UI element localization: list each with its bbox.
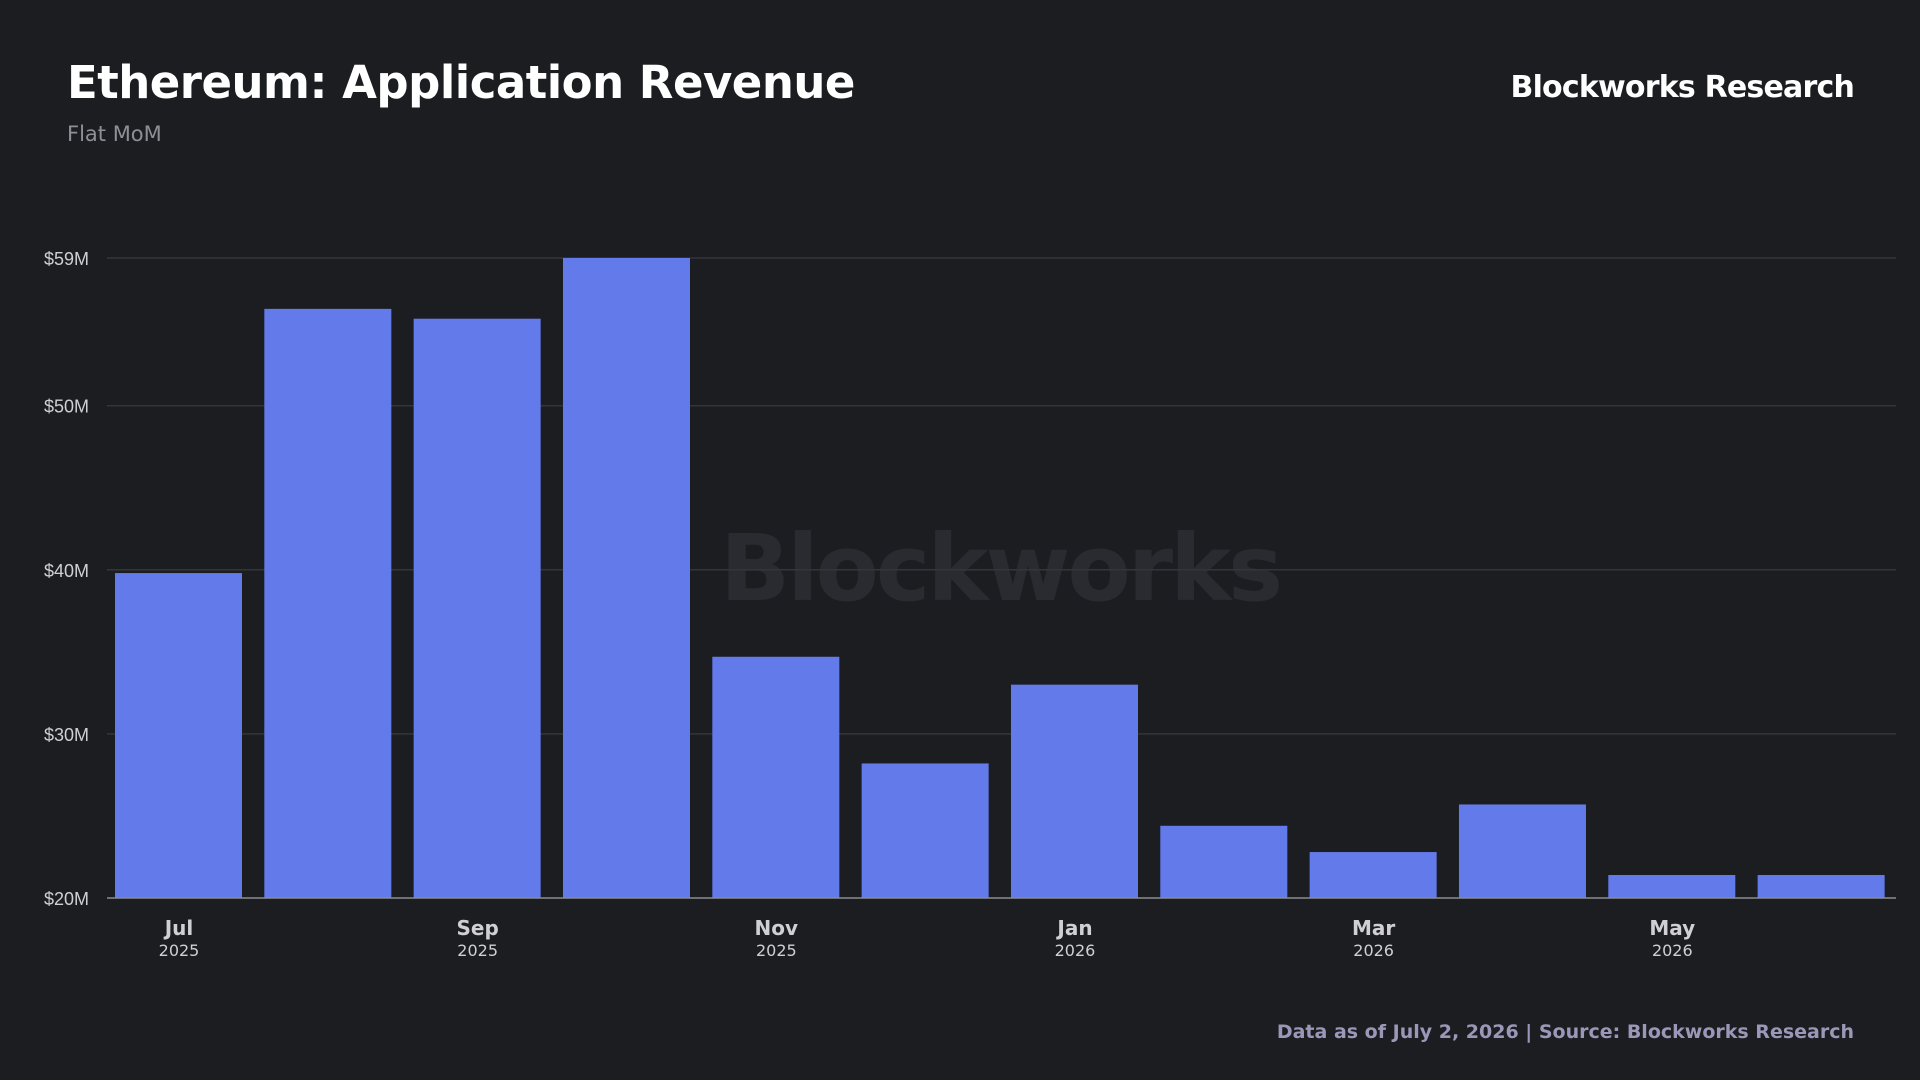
bar (1458, 804, 1586, 898)
bar (115, 573, 242, 898)
x-tick-month-label: Sep (457, 916, 499, 940)
y-tick-label: $30M (44, 725, 89, 745)
bar (1608, 875, 1736, 898)
y-tick-label: $20M (44, 889, 89, 909)
x-tick-year-label: 2025 (756, 941, 797, 960)
x-tick-year-label: 2025 (457, 941, 498, 960)
x-tick-month-label: Jan (1055, 916, 1092, 940)
brand-logo-text: Blockworks Research (1510, 70, 1855, 105)
y-tick-label: $59M (44, 249, 89, 269)
x-tick-year-label: 2026 (1652, 941, 1693, 960)
x-tick-month-label: Nov (755, 916, 799, 940)
y-tick-label: $40M (44, 561, 89, 581)
bar (861, 763, 989, 898)
chart-subtitle: Flat MoM (67, 122, 162, 146)
bar (1160, 825, 1288, 898)
x-tick-year-label: 2026 (1353, 941, 1394, 960)
x-tick-month-label: Mar (1352, 916, 1395, 940)
bar (264, 308, 392, 898)
x-tick-year-label: 2025 (159, 941, 200, 960)
x-tick-month-label: May (1649, 916, 1695, 940)
chart-title: Ethereum: Application Revenue (67, 56, 855, 109)
bar (1757, 875, 1885, 898)
y-tick-label: $50M (44, 397, 89, 417)
bar (712, 656, 840, 898)
bar (413, 318, 541, 898)
x-tick-month-label: Jul (163, 916, 194, 940)
source-note: Data as of July 2, 2026 | Source: Blockw… (1276, 1021, 1854, 1043)
bar (562, 258, 690, 898)
bar (1010, 684, 1138, 898)
x-tick-year-label: 2026 (1055, 941, 1096, 960)
bar (1309, 852, 1437, 898)
watermark-text: Blockworks (720, 515, 1280, 622)
